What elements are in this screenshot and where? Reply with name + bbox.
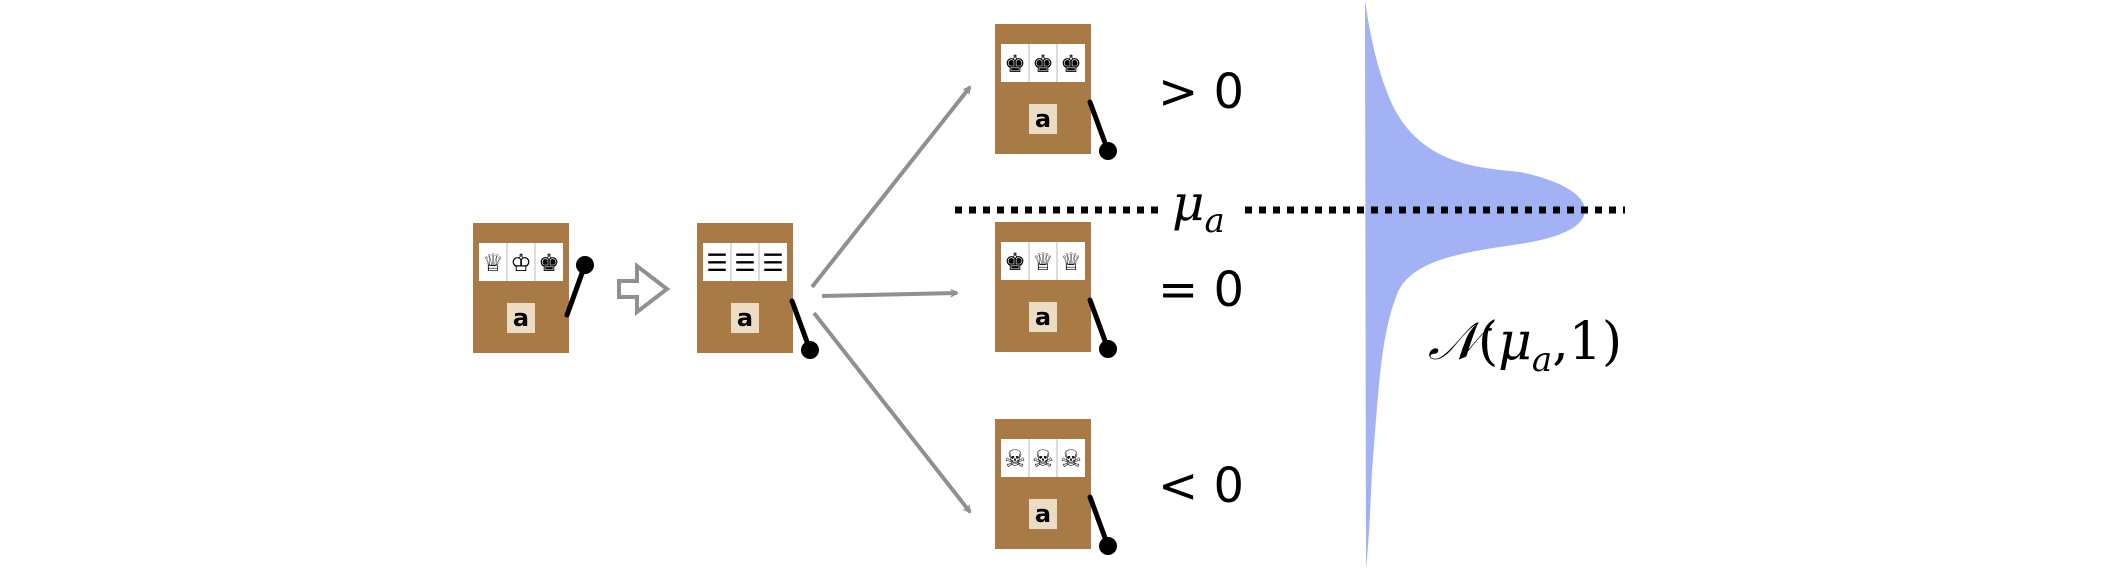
reel-window	[1001, 242, 1085, 280]
normal-distribution-curve	[1365, 0, 1585, 570]
reel-window	[703, 243, 787, 281]
lever-icon	[564, 256, 594, 318]
slot-machine-initial-icon: ♕ ♔ ♚ a	[473, 223, 594, 353]
reel-symbol: ♚	[1004, 248, 1026, 276]
reel-window	[1001, 44, 1085, 82]
outcome-negative: < 0	[1158, 458, 1245, 514]
slot-machine-win-icon: ♚ ♚ ♚a	[995, 24, 1117, 160]
lever-icon	[1087, 297, 1117, 358]
reel-symbol: ☰	[706, 249, 728, 277]
dist-mu: μa	[1498, 312, 1553, 380]
reel-symbol: ♕	[482, 249, 504, 277]
reel-window	[1001, 439, 1085, 477]
reel-symbol: ☠	[1032, 445, 1054, 473]
reel-symbol: ☠	[1004, 445, 1026, 473]
reel-symbol: ♚	[538, 249, 560, 277]
machine-body	[995, 222, 1091, 352]
arm-label: a	[1035, 105, 1051, 133]
outcome-positive: > 0	[1158, 64, 1245, 120]
arm-badge	[1029, 302, 1057, 332]
reel-symbol: ♚	[1032, 50, 1054, 78]
arm-badge	[731, 303, 759, 333]
reel-symbol: ♕	[1060, 248, 1082, 276]
lever-icon	[1087, 99, 1117, 160]
outcome-zero: = 0	[1158, 262, 1245, 318]
arm-label: a	[513, 304, 529, 332]
arm-label: a	[1035, 303, 1051, 331]
arm-badge	[1029, 104, 1057, 134]
reel-window	[479, 243, 563, 281]
dist-rest: ,1)	[1552, 312, 1623, 372]
slot-machine-neutral-icon: ♚ ♕ ♕a	[995, 222, 1117, 358]
machine-body	[473, 223, 569, 353]
branch-arrow-middle	[821, 288, 959, 298]
normal-symbol: 𝒩	[1428, 312, 1478, 372]
slot-machine-loss-icon: ☠ ☠ ☠a	[995, 419, 1117, 555]
mean-symbol: μ	[1172, 174, 1205, 232]
distribution-label: 𝒩(μa,1)	[1428, 316, 1622, 377]
machine-body	[995, 419, 1091, 549]
branch-arrow-up	[810, 85, 972, 289]
lever-icon	[1087, 494, 1117, 555]
reel-symbol: ☰	[734, 249, 756, 277]
branch-arrow-down	[812, 311, 972, 514]
mean-subscript: a	[1204, 201, 1225, 241]
arm-badge	[507, 303, 535, 333]
lever-icon	[789, 298, 819, 359]
hollow-arrow-icon	[617, 261, 671, 317]
arm-label: a	[1035, 500, 1051, 528]
reel-symbol: ☠	[1060, 445, 1082, 473]
mean-label: μa	[1162, 178, 1235, 238]
slot-machine-spinning-icon: ☰ ☰ ☰a	[697, 223, 819, 359]
reel-symbol: ♕	[1032, 248, 1054, 276]
reel-symbol: ☰	[762, 249, 784, 277]
reel-symbol: ♚	[1004, 50, 1026, 78]
reel-symbol: ♚	[1060, 50, 1082, 78]
dist-open-paren: (	[1477, 312, 1499, 372]
machine-body	[995, 24, 1091, 154]
reel-symbol: ♔	[510, 249, 532, 277]
arm-badge	[1029, 499, 1057, 529]
machine-body	[697, 223, 793, 353]
arm-label: a	[737, 304, 753, 332]
